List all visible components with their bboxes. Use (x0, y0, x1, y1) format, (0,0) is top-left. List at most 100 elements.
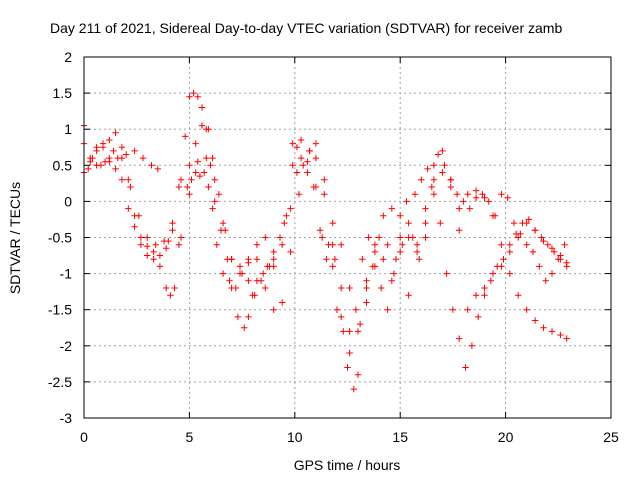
data-point (219, 219, 227, 227)
data-point (321, 191, 328, 198)
data-point (456, 205, 463, 212)
data-point (449, 306, 457, 313)
y-axis-title: SDTVAR / TECUs (7, 182, 23, 294)
data-point (472, 187, 480, 194)
y-tick-label: 0.5 (53, 157, 73, 173)
data-point (563, 259, 570, 266)
data-point (380, 212, 387, 219)
data-point (156, 252, 164, 259)
data-point (333, 306, 341, 313)
data-point (523, 241, 530, 248)
data-point (363, 277, 370, 284)
data-point (540, 324, 547, 331)
data-point (550, 248, 558, 256)
data-point (405, 292, 412, 299)
data-point (152, 241, 159, 248)
data-point (371, 248, 379, 256)
data-point (413, 248, 421, 256)
data-point (207, 162, 214, 169)
data-point (283, 212, 290, 219)
data-point (260, 270, 267, 277)
data-point (489, 270, 497, 277)
data-point (359, 256, 366, 263)
data-point (462, 364, 469, 371)
data-point (557, 252, 564, 259)
data-point (287, 205, 294, 212)
data-point (270, 306, 277, 313)
data-point (289, 140, 296, 147)
data-point (144, 243, 151, 250)
data-point (163, 245, 170, 252)
data-point (300, 162, 307, 169)
x-tick-label: 0 (80, 429, 88, 445)
data-point (464, 191, 471, 198)
data-point (340, 328, 347, 335)
data-point (378, 284, 385, 292)
data-point (203, 154, 210, 162)
x-axis-title: GPS time / hours (294, 457, 401, 473)
data-point (205, 183, 212, 191)
data-point (293, 169, 301, 176)
data-point (371, 263, 379, 270)
data-point (127, 183, 134, 191)
data-point (156, 263, 164, 270)
data-point (489, 212, 497, 219)
data-point (384, 241, 391, 248)
data-point (338, 241, 345, 248)
data-point (538, 234, 545, 241)
data-point (93, 162, 100, 169)
data-point (561, 241, 568, 248)
y-tick-label: 2 (64, 49, 72, 65)
data-point (354, 328, 362, 335)
data-point (456, 335, 463, 342)
data-point (329, 241, 336, 248)
x-tick-label: 5 (186, 429, 194, 445)
data-point (312, 140, 320, 147)
data-point (236, 263, 244, 270)
data-point (563, 335, 570, 342)
data-point (169, 219, 176, 227)
data-point (363, 284, 370, 292)
data-point (184, 183, 191, 191)
data-point (447, 183, 454, 191)
data-point (523, 306, 530, 313)
y-tick-label: -1 (60, 266, 73, 282)
data-point (464, 306, 471, 313)
data-point (281, 219, 288, 227)
data-point (93, 144, 100, 151)
data-point (262, 234, 269, 241)
data-point (548, 328, 556, 335)
data-point (219, 270, 227, 277)
tick-layer: -3-2.5-2-1.5-1-0.500.511.520 5 10 15 20 25 (48, 49, 619, 445)
data-point (512, 230, 520, 238)
data-point (397, 234, 404, 241)
data-point (321, 176, 328, 183)
data-point (316, 227, 324, 234)
data-point (110, 147, 117, 155)
data-point (416, 256, 423, 263)
data-point (171, 284, 178, 292)
data-point (346, 284, 353, 292)
data-point (338, 284, 345, 292)
data-point (304, 158, 311, 165)
data-point (504, 194, 511, 201)
data-point (548, 270, 556, 277)
data-point (295, 191, 303, 198)
data-point (118, 144, 126, 151)
data-point (523, 219, 530, 227)
data-point (276, 234, 284, 241)
data-point (422, 219, 429, 227)
data-point (397, 212, 404, 219)
data-point (106, 136, 113, 144)
data-point (270, 256, 277, 263)
data-point (422, 234, 429, 241)
data-point (194, 158, 201, 165)
data-point (209, 205, 216, 212)
data-point (198, 122, 206, 129)
data-point (312, 183, 320, 191)
data-point (245, 259, 252, 266)
data-point (424, 165, 431, 173)
data-point (498, 191, 505, 198)
data-point (175, 241, 183, 248)
